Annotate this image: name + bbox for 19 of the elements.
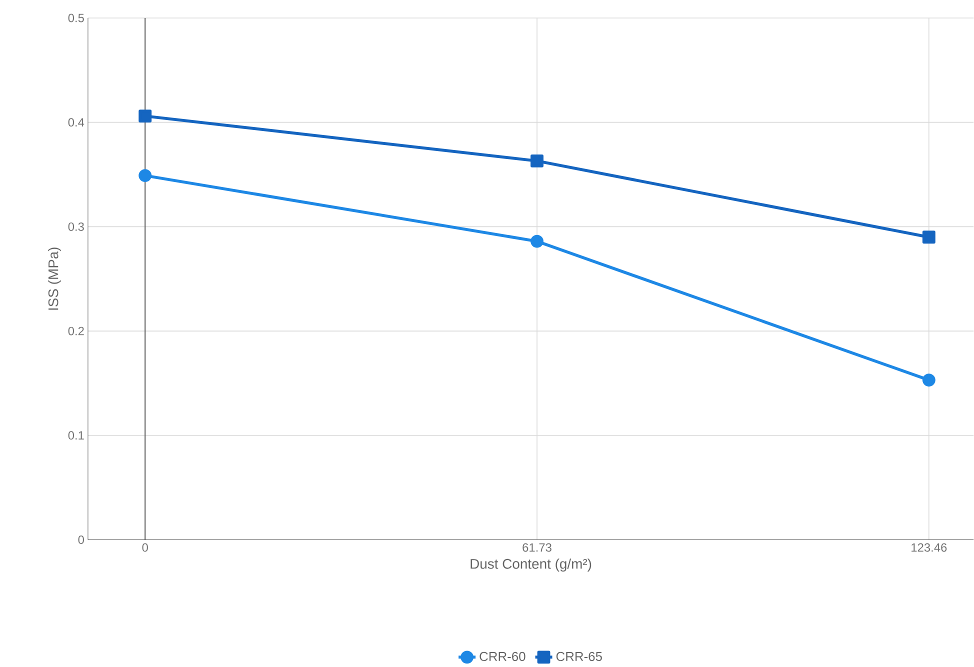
legend-label: CRR-65 (556, 652, 602, 662)
point (138, 169, 152, 182)
x-axis-title: Dust Content (g/m²) (470, 558, 592, 572)
point (922, 230, 936, 244)
point (138, 110, 152, 123)
x-tick-label: 61.73 (522, 543, 552, 552)
legend-label: CRR-60 (480, 652, 526, 662)
x-tick-label: 0 (142, 543, 148, 552)
y-tick-label: 0.2 (68, 326, 84, 336)
y-tick-label: 0.1 (68, 431, 84, 440)
point (530, 234, 544, 248)
y-tick-label: 0.4 (68, 118, 84, 127)
y-tick-label: 0.3 (68, 222, 84, 232)
point (530, 154, 544, 168)
x-tick-label: 123.46 (912, 543, 947, 552)
y-tick-label: 0 (78, 536, 84, 544)
y-axis-title: ISS (MPa) (48, 248, 62, 310)
y-tick-label: 0.5 (68, 14, 84, 22)
point (922, 374, 936, 387)
